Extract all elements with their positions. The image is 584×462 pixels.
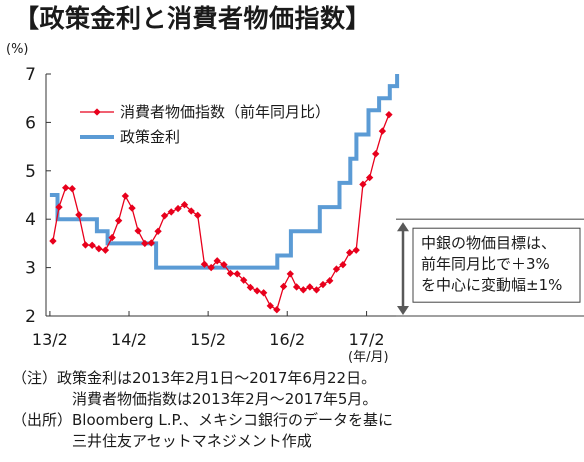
cpi-point: [75, 211, 83, 219]
cpi-point: [101, 246, 110, 254]
cpi-line: [52, 114, 390, 311]
cpi-point: [319, 280, 327, 289]
legend-cpi-label: 消費者物価指数（前年同月比）: [120, 103, 330, 121]
x-tick-label: 13/2: [32, 330, 68, 349]
cpi-point: [385, 110, 393, 119]
cpi-point: [180, 201, 189, 209]
y-tick-label: 4: [25, 210, 36, 230]
cpi-point: [154, 227, 162, 235]
cpi-point: [299, 286, 307, 294]
footnotes: （注）政策金利は2013年2月1日～2017年6月22日。 消費者物価指数は20…: [12, 368, 393, 452]
y-axis-unit: (%): [6, 42, 29, 57]
cpi-point: [213, 257, 221, 265]
note-line: 消費者物価指数は2013年2月～2017年5月。: [72, 390, 378, 408]
cpi-point: [88, 241, 96, 249]
cpi-point: [312, 286, 321, 294]
y-tick-label: 7: [25, 65, 36, 85]
x-axis-unit: (年/月): [348, 350, 389, 365]
y-tick-label: 5: [25, 162, 36, 182]
annotation-text-line: を中心に変動幅±1%: [421, 276, 562, 294]
cpi-point: [372, 150, 380, 158]
cpi-point: [253, 287, 261, 295]
annotation-text-line: 中銀の物価目標は、: [421, 234, 556, 252]
cpi-point: [55, 203, 63, 211]
x-tick-label: 17/2: [349, 330, 385, 349]
cpi-point: [108, 233, 116, 242]
x-tick-label: 16/2: [269, 330, 305, 349]
cpi-point: [378, 127, 387, 135]
cpi-point: [68, 185, 76, 193]
cpi-point: [352, 246, 360, 254]
cpi-series: [49, 110, 393, 314]
cpi-point: [266, 302, 274, 310]
cpi-point: [114, 216, 123, 225]
cpi-point: [174, 204, 182, 213]
cpi-point: [286, 270, 294, 278]
cpi-point: [95, 245, 103, 253]
annotation-box: [412, 227, 581, 303]
cpi-point: [332, 265, 341, 273]
cpi-point: [167, 208, 175, 216]
annotation-text-line: 前年同月比で＋3%: [421, 255, 550, 273]
cpi-point: [220, 260, 228, 269]
cpi-point: [194, 211, 202, 220]
cpi-point: [279, 282, 288, 291]
cpi-point: [49, 237, 57, 245]
chart-axes: 2 3 4 5 6 7 13/2 14/2 15/2 16/2 17/2: [25, 65, 398, 349]
cpi-point: [81, 241, 90, 249]
cpi-point: [306, 283, 314, 291]
cpi-point: [240, 276, 248, 284]
note-line: （出所）Bloomberg L.P.、メキシコ銀行のデータを基に: [12, 411, 393, 429]
cpi-point: [121, 192, 130, 200]
cpi-point: [326, 277, 334, 285]
page-title: 【政策金利と消費者物価指数】: [14, 4, 372, 33]
legend-cpi-marker: [93, 108, 101, 116]
y-tick-label: 2: [25, 307, 36, 327]
y-tick-label: 6: [25, 113, 36, 133]
cpi-point: [147, 239, 155, 247]
cpi-point: [62, 184, 70, 192]
chart-legend: 消費者物価指数（前年同月比） 政策金利: [80, 103, 330, 146]
target-arrow-head-down: [397, 306, 409, 315]
cpi-point: [292, 283, 301, 291]
cpi-point: [134, 227, 142, 235]
cpi-point: [187, 207, 195, 215]
cpi-point: [160, 212, 169, 220]
y-tick-label: 3: [25, 259, 36, 279]
x-tick-label: 14/2: [111, 330, 147, 349]
note-line: （注）政策金利は2013年2月1日～2017年6月22日。: [12, 369, 377, 387]
cpi-point: [141, 239, 149, 248]
cpi-point: [339, 261, 347, 269]
policy-rate-series: [49, 74, 400, 270]
x-tick-label: 15/2: [190, 330, 226, 349]
legend-policy-label: 政策金利: [120, 128, 180, 146]
target-arrow-head-up: [397, 222, 409, 232]
policy-rate-line: [49, 74, 400, 270]
cpi-point: [346, 248, 354, 257]
cpi-point: [273, 306, 281, 314]
inflation-target-annotation: 中銀の物価目標は、前年同月比で＋3% を中心に変動幅±1%: [396, 218, 584, 317]
cpi-point: [259, 289, 268, 297]
note-line: 三井住友アセットマネジメント作成: [72, 432, 312, 450]
cpi-point: [128, 204, 136, 212]
